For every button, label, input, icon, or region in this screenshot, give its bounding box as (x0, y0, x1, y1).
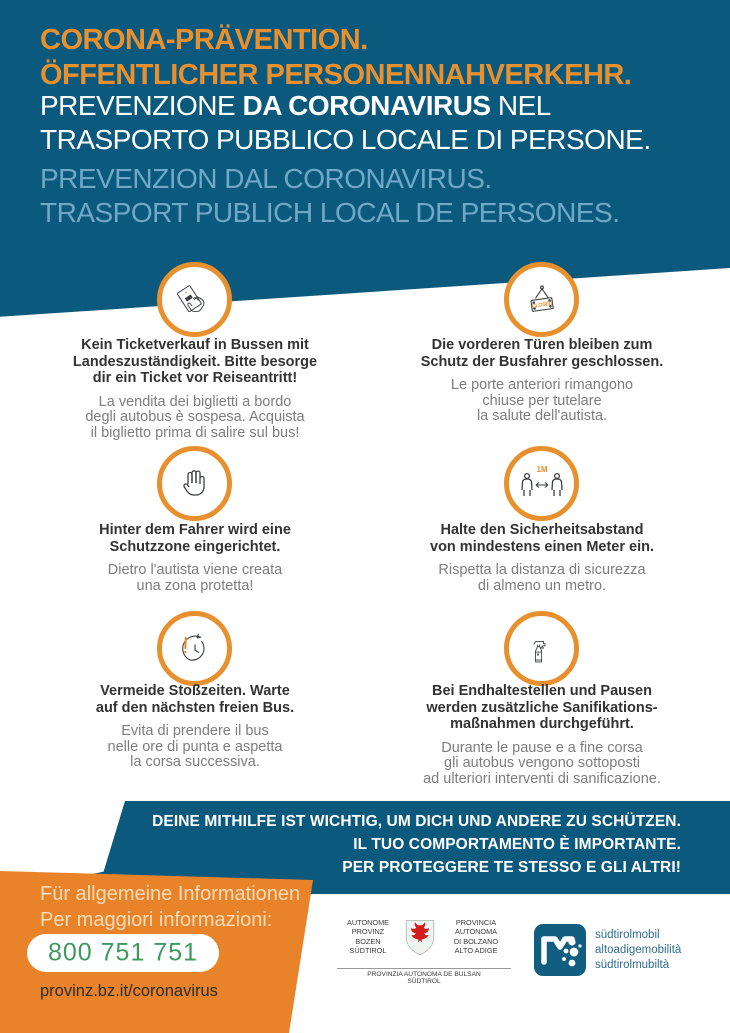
svg-text:CLOSED: CLOSED (531, 300, 552, 309)
svg-text:1M: 1M (536, 465, 547, 474)
